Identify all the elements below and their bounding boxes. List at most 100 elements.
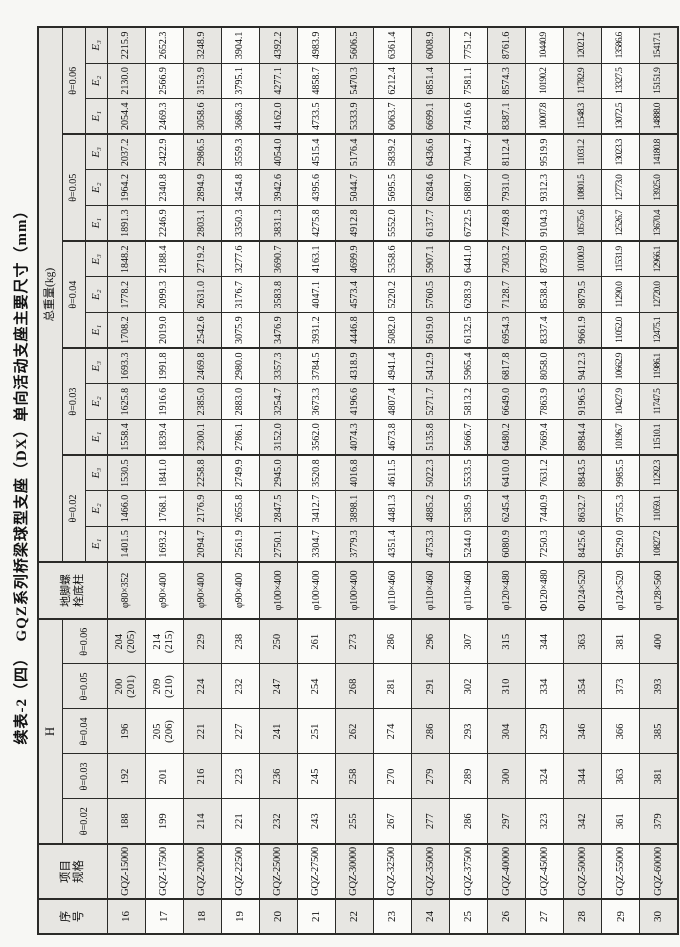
h-value-cell: 302: [449, 664, 488, 709]
h-value-cell: 223: [221, 754, 260, 799]
weight-value-cell: 4807.4: [373, 383, 412, 420]
weight-value-cell: 4858.7: [297, 63, 336, 99]
weight-value-cell: 4016.8: [335, 455, 374, 491]
weight-value-cell: 6245.4: [487, 490, 526, 527]
anchor-bolt-cell: φ128×560: [639, 561, 678, 619]
h-value-cell: 224: [183, 664, 222, 709]
weight-value-cell: 1839.4: [145, 419, 184, 456]
serial-cell: 16: [107, 899, 146, 934]
weight-value-cell: 4573.4: [335, 276, 374, 313]
weight-value-cell: 9312.3: [525, 169, 564, 206]
weight-value-cell: 4351.4: [373, 526, 412, 562]
weight-value-cell: 1530.5: [107, 455, 146, 491]
weight-theta-header: θ=0.05: [62, 134, 85, 242]
serial-cell: 21: [297, 899, 336, 934]
weight-value-cell: 1558.4: [107, 419, 146, 456]
weight-value-cell: 5666.7: [449, 419, 488, 456]
h-value-cell: 221: [221, 799, 260, 844]
weight-value-cell: 15417.1: [639, 27, 678, 64]
weight-value-cell: 2246.9: [145, 205, 184, 242]
serial-cell: 30: [639, 899, 678, 934]
table-row: 17 GQZ-17500 199 201 205 (206) 209 (210) 214 (…: [145, 27, 184, 934]
weight-value-cell: 3673.3: [297, 383, 336, 420]
serial-cell: 17: [145, 899, 184, 934]
weight-value-cell: 2099.3: [145, 276, 184, 313]
weight-value-cell: 2215.9: [107, 27, 146, 64]
e-subheader: E₃: [85, 134, 107, 170]
weight-value-cell: 2803.1: [183, 205, 222, 242]
col-header-serial: 序 号: [38, 899, 107, 934]
weight-value-cell: 3690.7: [259, 241, 298, 277]
weight-value-cell: 3476.9: [259, 312, 298, 349]
h-value-cell: 393: [639, 664, 678, 709]
weight-value-cell: 3583.8: [259, 276, 298, 313]
weight-value-cell: 6132.5: [449, 312, 488, 349]
h-value-cell: 297: [487, 799, 526, 844]
weight-value-cell: 5552.0: [373, 205, 412, 242]
table-row: 25 GQZ-37500 286 289 293 302 307 φ110×460 5244.0…: [449, 27, 488, 934]
weight-value-cell: 6361.4: [373, 27, 412, 64]
weight-value-cell: 2652.3: [145, 27, 184, 64]
weight-value-cell: 5695.5: [373, 169, 412, 206]
weight-value-cell: 9519.9: [525, 134, 564, 170]
weight-value-cell: 4277.1: [259, 63, 298, 99]
weight-value-cell: 6649.0: [487, 383, 526, 420]
weight-value-cell: 3454.8: [221, 169, 260, 206]
e-subheader: E₂: [85, 383, 107, 420]
weight-value-cell: 4699.9: [335, 241, 374, 277]
h-value-cell: 310: [487, 664, 526, 709]
weight-theta-header: θ=0.03: [62, 348, 85, 456]
weight-value-cell: 10440.9: [525, 27, 564, 64]
h-value-cell: 247: [259, 664, 298, 709]
h-value-cell: 323: [525, 799, 564, 844]
table-row: 26 GQZ-40000 297 300 304 310 315 φ120×480 6080.9…: [487, 27, 526, 934]
h-value-cell: 245: [297, 754, 336, 799]
spec-cell: GQZ-40000: [487, 844, 526, 899]
weight-value-cell: 3904.1: [221, 27, 260, 64]
weight-value-cell: 7669.4: [525, 419, 564, 456]
weight-value-cell: 3784.5: [297, 348, 336, 384]
weight-value-cell: 6410.0: [487, 455, 526, 491]
weight-value-cell: 13072.5: [601, 98, 640, 135]
weight-value-cell: 6722.5: [449, 205, 488, 242]
e-subheader: E₂: [85, 169, 107, 206]
e-subheader: E₁: [85, 312, 107, 349]
h-value-cell: 286: [449, 799, 488, 844]
weight-value-cell: 11059.1: [639, 490, 678, 527]
anchor-bolt-cell: φ90×400: [183, 561, 222, 619]
weight-value-cell: 2749.9: [221, 455, 260, 491]
h-value-cell: 307: [449, 618, 488, 664]
h-value-cell: 267: [373, 799, 412, 844]
weight-value-cell: 11290.0: [601, 276, 640, 313]
table-row: 29 GQZ-55000 361 363 366 373 381 φ124×520 9529.0…: [601, 27, 640, 934]
weight-value-cell: 12021.2: [563, 27, 602, 64]
weight-value-cell: 10190.2: [525, 63, 564, 99]
weight-value-cell: 7044.7: [449, 134, 488, 170]
h-value-cell: 227: [221, 709, 260, 754]
h-value-cell: 243: [297, 799, 336, 844]
weight-value-cell: 3152.0: [259, 419, 298, 456]
weight-value-cell: 3779.3: [335, 526, 374, 562]
weight-value-cell: 1625.8: [107, 383, 146, 420]
h-value-cell: 200 (201): [107, 664, 146, 709]
weight-value-cell: 5533.5: [449, 455, 488, 491]
weight-value-cell: 8984.4: [563, 419, 602, 456]
h-value-cell: 188: [107, 799, 146, 844]
weight-value-cell: 8058.0: [525, 348, 564, 384]
table-row: 27 GQZ-45000 323 324 329 334 344 Φ120×480 7250.3…: [525, 27, 564, 934]
h-value-cell: 385: [639, 709, 678, 754]
h-value-cell: 366: [601, 709, 640, 754]
weight-value-cell: 10100.9: [563, 241, 602, 277]
weight-value-cell: 2130.0: [107, 63, 146, 99]
weight-value-cell: 6436.6: [411, 134, 450, 170]
weight-value-cell: 5022.3: [411, 455, 450, 491]
weight-value-cell: 6284.6: [411, 169, 450, 206]
h-value-cell: 254: [297, 664, 336, 709]
weight-value-cell: 6008.9: [411, 27, 450, 64]
weight-value-cell: 12475.1: [639, 312, 678, 349]
h-value-cell: 286: [373, 618, 412, 664]
table-row: 18 GQZ-20000 214 216 221 224 229 φ90×400 2094.7 2…: [183, 27, 222, 934]
weight-value-cell: 8761.6: [487, 27, 526, 64]
weight-value-cell: 2094.7: [183, 526, 222, 562]
weight-value-cell: 2655.8: [221, 490, 260, 527]
